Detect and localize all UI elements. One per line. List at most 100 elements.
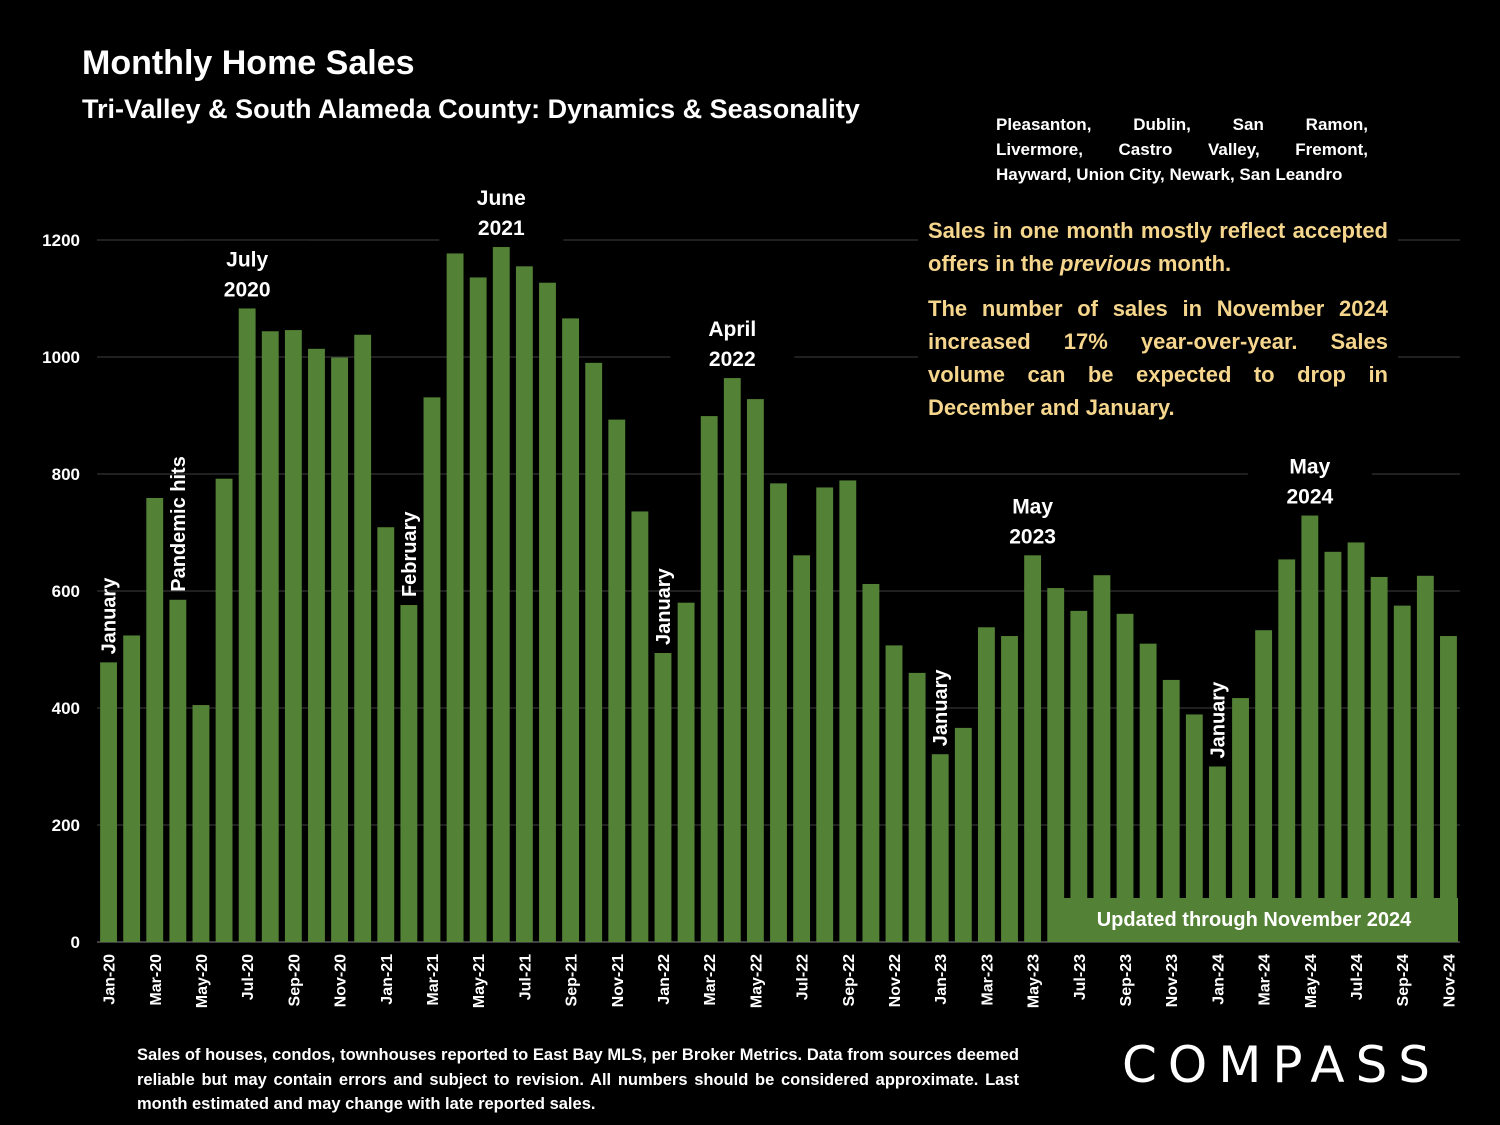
x-tick-label: Mar-23 xyxy=(979,954,996,1006)
x-tick-label: Jul-24 xyxy=(1349,954,1366,1000)
x-tick-label: Mar-22 xyxy=(702,954,719,1006)
bar xyxy=(816,487,834,942)
bar xyxy=(1093,575,1111,942)
bar xyxy=(1047,588,1065,942)
cities-list: Pleasanton, Dublin, San Ramon, Livermore… xyxy=(996,112,1368,187)
x-tick-label: May-23 xyxy=(1026,954,1043,1008)
source-footnote: Sales of houses, condos, townhouses repo… xyxy=(137,1046,1019,1113)
bar xyxy=(492,247,510,942)
bar xyxy=(169,599,187,942)
annotation-label: Pandemic hits xyxy=(168,456,190,592)
bar xyxy=(1278,559,1296,942)
x-tick-label: Jan-20 xyxy=(102,954,119,1005)
y-tick-label: 1200 xyxy=(42,231,80,250)
bar xyxy=(631,511,649,942)
x-tick-label: Sep-22 xyxy=(841,954,858,1007)
bar xyxy=(539,282,556,943)
x-tick-label: Jan-23 xyxy=(933,954,950,1005)
bar xyxy=(654,653,672,942)
bar xyxy=(146,497,164,942)
y-tick-label: 200 xyxy=(52,816,80,835)
bar xyxy=(1347,542,1365,942)
annotation-label: June xyxy=(477,187,526,210)
bar xyxy=(308,348,325,942)
bar xyxy=(1070,610,1088,942)
x-tick-label: Sep-23 xyxy=(1118,954,1135,1007)
x-tick-label: Jul-20 xyxy=(240,954,257,1000)
cities-line: Livermore, Castro Valley, Fremont, xyxy=(996,140,1368,159)
annotation-bg xyxy=(185,240,310,307)
x-tick-label: Nov-21 xyxy=(610,954,627,1007)
bar xyxy=(723,378,741,942)
annotation-label: May xyxy=(1012,495,1053,518)
chart-subtitle: Tri-Valley & South Alameda County: Dynam… xyxy=(82,94,860,124)
cities-line: Hayward, Union City, Newark, San Leandro xyxy=(996,165,1343,184)
bar xyxy=(1255,630,1273,942)
note-yoy: The number of sales in November 2024 inc… xyxy=(928,296,1388,420)
y-tick-label: 800 xyxy=(52,465,80,484)
annotation-bg xyxy=(670,310,795,377)
bar xyxy=(100,662,117,942)
x-tick-label: Jan-21 xyxy=(379,954,396,1005)
bar xyxy=(1001,636,1018,942)
bar xyxy=(931,754,949,942)
bar xyxy=(515,266,533,942)
bar xyxy=(469,277,487,942)
bar xyxy=(954,727,972,942)
bar xyxy=(793,555,811,942)
bar xyxy=(377,527,395,942)
bar xyxy=(1370,576,1388,942)
annotation-bg xyxy=(970,487,1095,554)
x-tick-label: Sep-20 xyxy=(286,954,303,1007)
bar xyxy=(1185,714,1203,942)
bar xyxy=(562,318,580,942)
x-tick-label: May-20 xyxy=(194,954,211,1008)
bar xyxy=(331,357,348,943)
updated-badge: Updated through November 2024 xyxy=(1050,898,1458,942)
bar xyxy=(1440,636,1457,942)
bar xyxy=(446,253,464,942)
annotation-label: 2021 xyxy=(478,217,525,240)
bar xyxy=(284,330,302,943)
y-tick-label: 400 xyxy=(52,699,80,718)
y-tick-label: 1000 xyxy=(42,348,80,367)
bar xyxy=(770,483,787,942)
x-tick-label: Nov-22 xyxy=(887,954,904,1007)
bar xyxy=(423,397,441,942)
annotation-label: February xyxy=(399,511,421,597)
bar xyxy=(261,331,279,942)
chart-title: Monthly Home Sales xyxy=(82,44,415,82)
bar xyxy=(677,602,695,942)
x-tick-label: Jan-22 xyxy=(656,954,673,1005)
x-tick-label: May-22 xyxy=(748,954,765,1008)
bar xyxy=(238,308,256,942)
note-offers: Sales in one month mostly reflect accept… xyxy=(928,218,1388,276)
annotation-label: 2022 xyxy=(709,348,756,371)
x-tick-label: Mar-20 xyxy=(148,954,165,1006)
bar xyxy=(1139,643,1157,942)
bar xyxy=(1393,605,1411,942)
x-tick-label: Jul-21 xyxy=(517,954,534,1000)
annotation-label: 2024 xyxy=(1286,486,1333,509)
bar xyxy=(839,480,857,942)
annotation-label: 2023 xyxy=(1009,525,1056,548)
bar xyxy=(1162,679,1180,942)
chart-notes: Sales in one month mostly reflect accept… xyxy=(918,214,1398,436)
annotation-label: January xyxy=(1207,681,1229,759)
annotation-label: January xyxy=(99,577,121,655)
bar xyxy=(1416,575,1434,942)
annotation-label: April xyxy=(708,318,756,341)
bar xyxy=(977,627,995,942)
bar xyxy=(608,419,626,943)
x-tick-label: Nov-24 xyxy=(1441,954,1458,1007)
x-tick-label: Mar-21 xyxy=(425,954,442,1006)
note-emphasis: previous xyxy=(1060,251,1152,276)
bar xyxy=(1024,555,1042,942)
bar xyxy=(123,635,141,942)
bar xyxy=(215,478,233,942)
annotation-label: 2020 xyxy=(224,278,271,301)
bar xyxy=(746,399,764,942)
x-tick-label: Jul-23 xyxy=(1072,954,1089,1000)
bar xyxy=(400,605,418,942)
